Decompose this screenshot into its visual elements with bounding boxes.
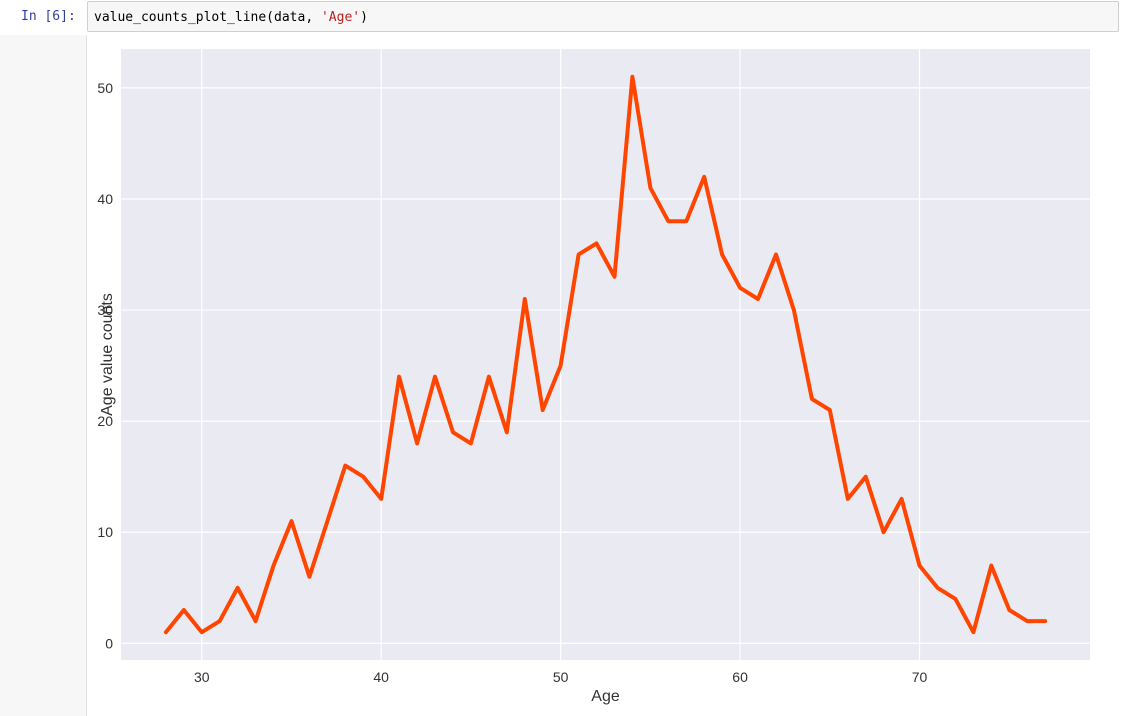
code-cell-input: In [6]: value_counts_plot_line(data, 'Ag… bbox=[0, 0, 1121, 35]
output-gutter bbox=[0, 35, 87, 716]
y-tick-label: 30 bbox=[97, 302, 113, 318]
x-axis-label: Age bbox=[591, 688, 620, 705]
line-chart: 30 40 50 60 70 0 10 20 30 40 50 Age Age value coun… bbox=[97, 49, 1090, 705]
plot-area bbox=[121, 49, 1090, 660]
x-tick-label: 40 bbox=[373, 669, 389, 685]
code-string-literal: 'Age' bbox=[320, 10, 361, 25]
code-editor[interactable]: value_counts_plot_line(data, 'Age') bbox=[87, 1, 1119, 32]
cell-prompt: In [6]: bbox=[21, 9, 76, 24]
y-tick-label: 20 bbox=[97, 413, 113, 429]
y-tick-label: 50 bbox=[97, 80, 113, 96]
code-text: value_counts_plot_line(data, bbox=[94, 10, 321, 25]
grid bbox=[121, 49, 1090, 660]
x-tick-label: 60 bbox=[732, 669, 748, 685]
tick-labels: 30 40 50 60 70 0 10 20 30 40 50 bbox=[97, 80, 927, 685]
cell-output: 30 40 50 60 70 0 10 20 30 40 50 Age Age value coun… bbox=[88, 35, 1121, 716]
x-tick-label: 50 bbox=[553, 669, 569, 685]
series-line bbox=[163, 74, 1048, 635]
y-tick-label: 40 bbox=[97, 191, 113, 207]
code-text-suffix: ) bbox=[360, 10, 368, 25]
y-tick-label: 0 bbox=[105, 635, 113, 651]
series-lines bbox=[163, 74, 1048, 635]
y-tick-label: 10 bbox=[97, 524, 113, 540]
x-tick-label: 70 bbox=[912, 669, 928, 685]
y-axis-label: Age value counts bbox=[99, 293, 116, 416]
x-tick-label: 30 bbox=[194, 669, 210, 685]
